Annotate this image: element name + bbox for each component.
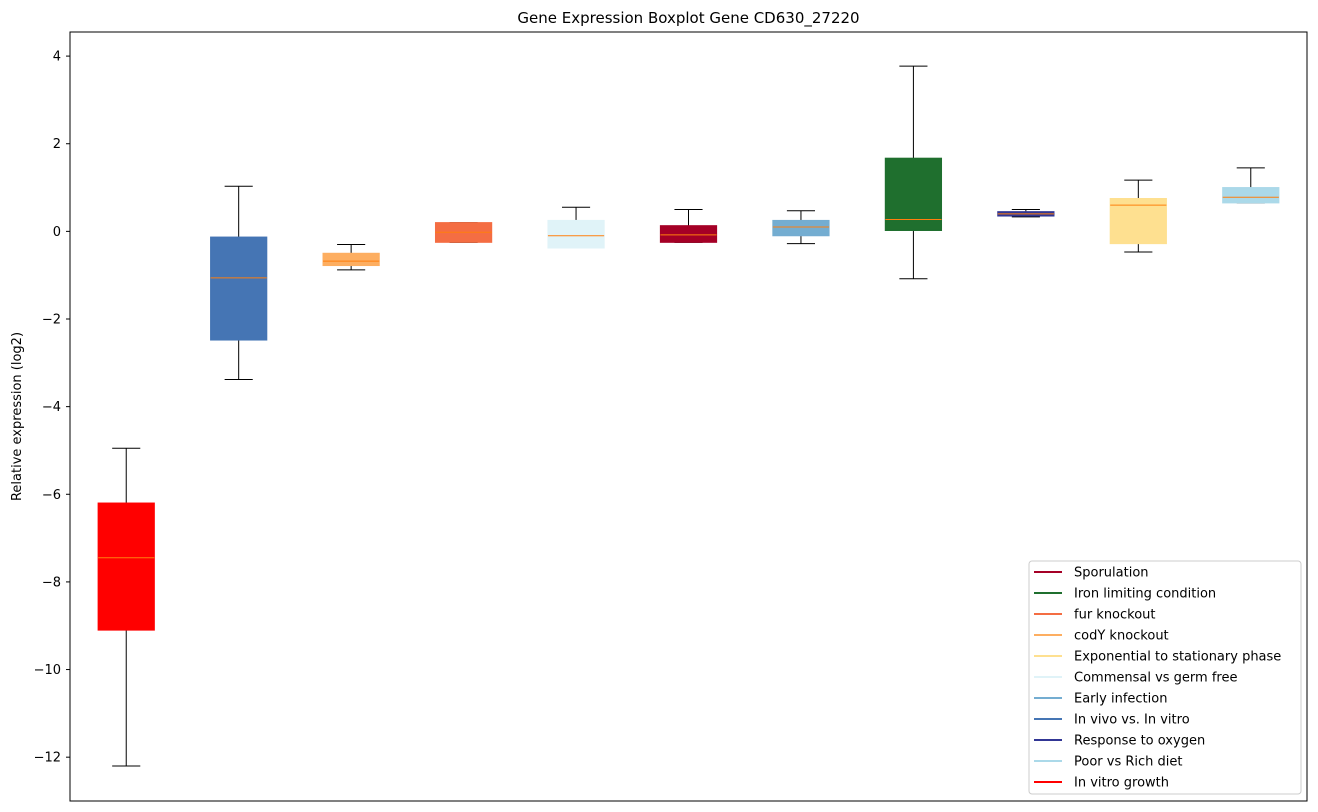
legend-label: fur knockout (1074, 608, 1156, 623)
plot-area: 4 2 0 −2 −4 −6 −8 −10 −12 (34, 31, 1308, 802)
axes-frame (69, 31, 1308, 802)
box-group (97, 447, 155, 767)
box (1109, 198, 1167, 245)
box-group (322, 244, 380, 271)
box (659, 225, 718, 243)
box (97, 502, 155, 631)
y-tick-label: −8 (42, 575, 61, 590)
legend-label: Exponential to stationary phase (1074, 650, 1281, 665)
legend-label: Early infection (1074, 692, 1167, 707)
box (210, 236, 268, 341)
box (322, 252, 380, 267)
y-tick-label: −2 (42, 313, 61, 328)
legend-label: Poor vs Rich diet (1074, 755, 1182, 770)
legend-box (1028, 560, 1302, 795)
box (547, 219, 605, 249)
legend-label: Iron limiting condition (1074, 587, 1216, 602)
y-tick-label: 4 (53, 50, 61, 65)
legend-label: codY knockout (1074, 629, 1169, 644)
box-group (210, 185, 268, 380)
box-group (1109, 179, 1167, 253)
box-group (659, 208, 718, 243)
y-tick-label: −10 (34, 663, 61, 678)
legend: Sporulation Iron limiting condition fur kn… (1028, 560, 1302, 795)
y-tick-label: −4 (42, 400, 61, 415)
box-group (1222, 167, 1280, 204)
box (1222, 187, 1280, 204)
legend-label: In vitro growth (1074, 776, 1169, 791)
box-group (547, 206, 605, 249)
box-group (434, 222, 493, 243)
legend-label: In vivo vs. In vitro (1074, 713, 1190, 728)
legend-label: Commensal vs germ free (1074, 671, 1237, 686)
box-group (772, 210, 830, 245)
box-group (997, 208, 1055, 218)
box-group (884, 65, 943, 280)
legend-label: Response to oxygen (1074, 734, 1205, 749)
chart-title: Gene Expression Boxplot Gene CD630_27220 (517, 9, 859, 28)
y-tick-label: −6 (42, 488, 61, 503)
y-tick-label: 0 (53, 225, 61, 240)
y-axis-label: Relative expression (log2) (10, 332, 25, 501)
box (772, 219, 830, 237)
y-tick-label: −12 (34, 751, 61, 766)
legend-label: Sporulation (1074, 566, 1149, 581)
box (884, 157, 943, 231)
y-tick-label: 2 (53, 137, 61, 152)
